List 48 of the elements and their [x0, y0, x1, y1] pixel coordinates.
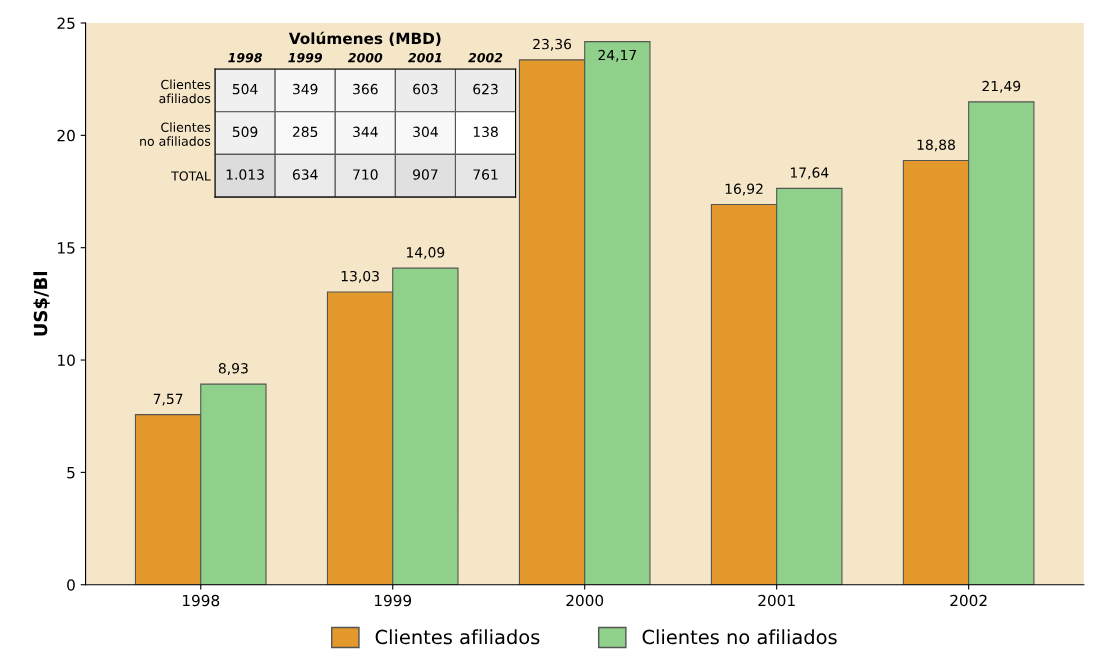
y-tick-label: 10: [58, 354, 75, 367]
legend-label: Clientes no afiliados: [642, 629, 837, 645]
x-tick-label: 2000: [566, 594, 604, 607]
data-label: 349: [292, 83, 318, 95]
chart-title: Volúmenes (MBD): [288, 31, 441, 46]
x-tick-label: 2000: [348, 52, 383, 63]
x-tick-label: 1998: [228, 52, 263, 63]
x-tick-label: 1998: [182, 594, 220, 607]
data-label: 13,03: [341, 270, 379, 283]
y-tick-label: 0: [67, 579, 75, 591]
data-label: 24,17: [598, 49, 637, 62]
y-tick-label: 15: [58, 242, 75, 254]
data-label: 21,49: [982, 80, 1021, 93]
data-label: 761: [473, 169, 498, 180]
data-label: 907: [413, 169, 438, 180]
data-label: 504: [232, 83, 258, 95]
data-label: 1.013: [226, 169, 264, 180]
data-label: 623: [473, 83, 498, 95]
data-label: 509: [232, 126, 258, 138]
data-label: 304: [413, 126, 438, 138]
y-tick-label: Clientes afiliados: [159, 79, 211, 104]
data-label: 14,09: [407, 247, 445, 259]
data-label: 603: [413, 83, 438, 95]
x-tick-label: 2001: [758, 594, 795, 607]
y-tick-label: TOTAL: [171, 171, 211, 181]
y-axis-title: US$/Bl: [33, 271, 50, 336]
legend-label: Clientes afiliados: [375, 629, 540, 645]
y-tick-label: 5: [67, 467, 75, 479]
data-label: 634: [292, 169, 318, 180]
data-label: 138: [473, 126, 498, 138]
data-label: 710: [353, 169, 378, 180]
data-label: 16,92: [725, 183, 763, 196]
data-label: 18,88: [917, 139, 955, 152]
x-tick-label: 1999: [288, 52, 323, 63]
data-label: 344: [353, 126, 378, 138]
data-label: 23,36: [533, 38, 572, 51]
x-tick-label: 1999: [374, 594, 412, 607]
data-label: 285: [292, 126, 318, 138]
y-tick-label: 20: [57, 129, 75, 142]
data-label: 7,57: [153, 393, 183, 406]
y-tick-label: Clientes no afiliados: [140, 122, 211, 146]
y-tick-label: 25: [57, 17, 75, 30]
data-label: 17,64: [790, 167, 829, 180]
x-tick-label: 2001: [408, 52, 442, 63]
x-tick-label: 2002: [468, 52, 503, 63]
x-tick-label: 2002: [950, 594, 987, 607]
data-label: 366: [353, 83, 378, 95]
data-label: 8,93: [218, 363, 248, 375]
